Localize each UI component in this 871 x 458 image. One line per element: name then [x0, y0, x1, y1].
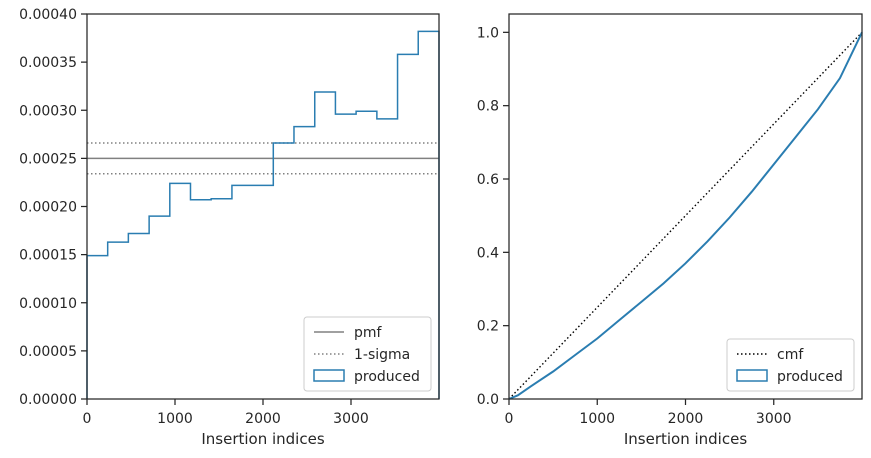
legend-box [726, 338, 855, 392]
series-line-cmf [508, 31, 863, 400]
legend-box [303, 316, 432, 392]
y-tick-label: 0.00020 [19, 200, 77, 216]
legend-label: 1-sigma [354, 347, 410, 363]
y-tick-label: 0.00010 [19, 296, 77, 312]
legend-label: cmf [777, 347, 804, 363]
series-line-produced [508, 31, 863, 400]
x-tick-label: 2000 [245, 411, 281, 427]
legend-handle-patch [313, 369, 345, 382]
legend-label: produced [777, 369, 843, 385]
cmf-axis-ticks: 0 1000 2000 3000 0.0 0.2 0.4 0.6 0.8 1.0 [477, 25, 792, 427]
y-tick-label: 0.00040 [19, 7, 77, 23]
y-tick-label: 0.00025 [19, 151, 77, 167]
cmf-x-axis-label: Insertion indices [624, 430, 747, 448]
pmf-legend: pmf 1-sigma produced [303, 316, 432, 392]
pmf-axis-ticks: 0 1000 2000 3000 0.00000 0.00005 0.00010 0.0001… [19, 7, 369, 427]
x-tick-label: 3000 [756, 411, 792, 427]
y-tick-label: 1.0 [477, 25, 499, 41]
pmf-x-axis-label: Insertion indices [201, 430, 324, 448]
cmf-legend: cmf produced [726, 338, 855, 392]
y-tick-label: 0.00030 [19, 103, 77, 119]
x-tick-label: 3000 [333, 411, 369, 427]
y-tick-label: 0.00015 [19, 248, 77, 264]
y-tick-label: 0.4 [477, 245, 499, 261]
legend-handle-patch [736, 369, 768, 382]
x-tick-label: 1000 [157, 411, 193, 427]
pmf-histogram-panel: 0 1000 2000 3000 0.00000 0.00005 0.00010 0.0001… [19, 7, 440, 448]
x-tick-label: 1000 [579, 411, 615, 427]
y-tick-label: 0.00005 [19, 344, 77, 360]
y-tick-label: 0.2 [477, 319, 499, 335]
x-tick-label: 0 [505, 411, 514, 427]
y-tick-label: 0.8 [477, 99, 499, 115]
cmf-cumulative-panel: 0 1000 2000 3000 0.0 0.2 0.4 0.6 0.8 1.0 Insertio… [477, 13, 863, 448]
pmf-plot-area [86, 30, 440, 399]
histogram-step-produced [86, 30, 440, 399]
legend-label: produced [354, 369, 420, 385]
y-tick-label: 0.0 [477, 392, 499, 408]
y-tick-label: 0.6 [477, 172, 499, 188]
cmf-plot-area [508, 31, 863, 400]
x-tick-label: 0 [83, 411, 92, 427]
y-tick-label: 0.00035 [19, 55, 77, 71]
legend-label: pmf [354, 325, 383, 341]
x-tick-label: 2000 [668, 411, 704, 427]
y-tick-label: 0.00000 [19, 392, 77, 408]
